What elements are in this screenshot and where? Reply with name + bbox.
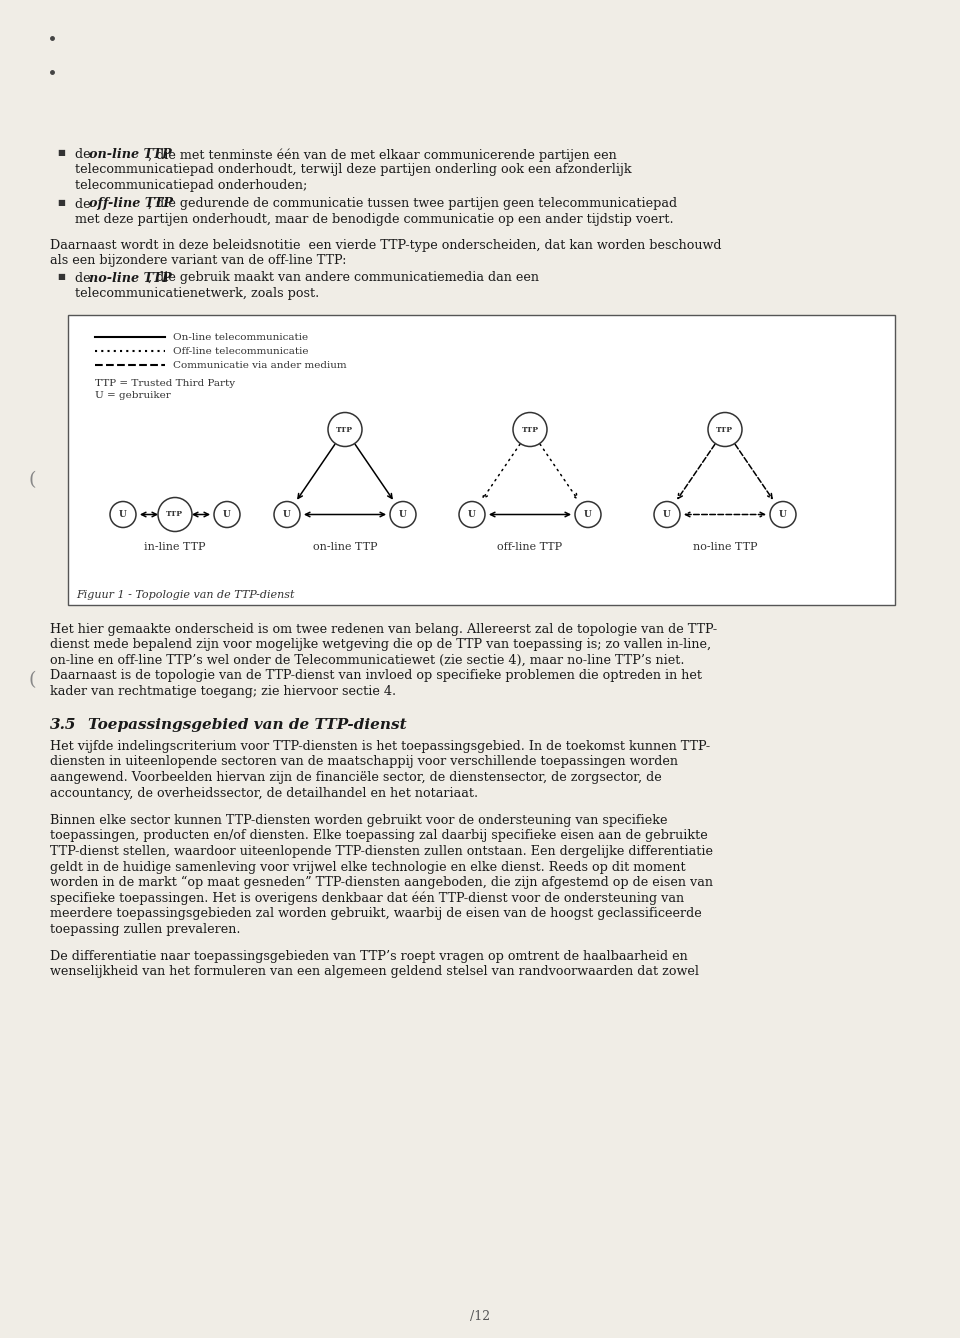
Text: off-line TTP: off-line TTP bbox=[89, 198, 173, 210]
Circle shape bbox=[708, 412, 742, 447]
Text: U: U bbox=[663, 510, 671, 519]
Text: Figuur 1 - Topologie van de TTP-dienst: Figuur 1 - Topologie van de TTP-dienst bbox=[76, 590, 295, 599]
Text: worden in de markt “op maat gesneden” TTP-diensten aangeboden, die zijn afgestem: worden in de markt “op maat gesneden” TT… bbox=[50, 876, 713, 890]
Text: U: U bbox=[223, 510, 230, 519]
Text: meerdere toepassingsgebieden zal worden gebruikt, waarbij de eisen van de hoogst: meerdere toepassingsgebieden zal worden … bbox=[50, 907, 702, 921]
Text: U: U bbox=[399, 510, 407, 519]
Text: U: U bbox=[468, 510, 476, 519]
Text: de: de bbox=[75, 198, 95, 210]
Text: TTP = Trusted Third Party: TTP = Trusted Third Party bbox=[95, 379, 235, 388]
Text: , die met tenminste één van de met elkaar communicerende partijen een: , die met tenminste één van de met elkaa… bbox=[148, 149, 616, 162]
Text: no-line TTP: no-line TTP bbox=[89, 272, 172, 285]
Text: Binnen elke sector kunnen TTP-diensten worden gebruikt voor de ondersteuning van: Binnen elke sector kunnen TTP-diensten w… bbox=[50, 814, 667, 827]
Text: on-line TTP: on-line TTP bbox=[313, 542, 377, 553]
Text: kader van rechtmatige toegang; zie hiervoor sectie 4.: kader van rechtmatige toegang; zie hierv… bbox=[50, 685, 396, 697]
Circle shape bbox=[214, 502, 240, 527]
Text: met deze partijen onderhoudt, maar de benodigde communicatie op een ander tijdst: met deze partijen onderhoudt, maar de be… bbox=[75, 213, 674, 226]
Text: aangewend. Voorbeelden hiervan zijn de financiële sector, de dienstensector, de : aangewend. Voorbeelden hiervan zijn de f… bbox=[50, 771, 661, 784]
Text: Toepassingsgebied van de TTP-dienst: Toepassingsgebied van de TTP-dienst bbox=[88, 719, 407, 732]
Text: 3.5: 3.5 bbox=[50, 719, 77, 732]
Text: telecommunicatienetwerk, zoals post.: telecommunicatienetwerk, zoals post. bbox=[75, 286, 320, 300]
Circle shape bbox=[459, 502, 485, 527]
Text: TTP-dienst stellen, waardoor uiteenlopende TTP-diensten zullen ontstaan. Een der: TTP-dienst stellen, waardoor uiteenlopen… bbox=[50, 846, 713, 858]
Text: als een bijzondere variant van de off-line TTP:: als een bijzondere variant van de off-li… bbox=[50, 254, 347, 268]
Circle shape bbox=[274, 502, 300, 527]
Circle shape bbox=[328, 412, 362, 447]
Text: , die gedurende de communicatie tussen twee partijen geen telecommunicatiepad: , die gedurende de communicatie tussen t… bbox=[148, 198, 677, 210]
Text: on-line en off-line TTP’s wel onder de Telecommunicatiewet (zie sectie 4), maar : on-line en off-line TTP’s wel onder de T… bbox=[50, 653, 684, 666]
Text: On-line telecommunicatie: On-line telecommunicatie bbox=[173, 333, 308, 341]
Text: /12: /12 bbox=[470, 1310, 490, 1323]
Text: Het hier gemaakte onderscheid is om twee redenen van belang. Allereerst zal de t: Het hier gemaakte onderscheid is om twee… bbox=[50, 622, 717, 636]
Text: U = gebruiker: U = gebruiker bbox=[95, 392, 171, 400]
Text: Off-line telecommunicatie: Off-line telecommunicatie bbox=[173, 347, 308, 356]
Text: off-line TTP: off-line TTP bbox=[497, 542, 563, 553]
Text: , die gebruik maakt van andere communicatiemedia dan een: , die gebruik maakt van andere communica… bbox=[148, 272, 539, 285]
Text: on-line TTP: on-line TTP bbox=[89, 149, 172, 161]
Text: telecommunicatiepad onderhouden;: telecommunicatiepad onderhouden; bbox=[75, 179, 307, 191]
Text: (: ( bbox=[28, 471, 36, 488]
Text: (: ( bbox=[28, 670, 36, 689]
Text: ■: ■ bbox=[57, 149, 65, 157]
Text: U: U bbox=[780, 510, 787, 519]
Text: TTP: TTP bbox=[716, 425, 733, 434]
Circle shape bbox=[158, 498, 192, 531]
Text: De differentiatie naar toepassingsgebieden van TTP’s roept vragen op omtrent de : De differentiatie naar toepassingsgebied… bbox=[50, 950, 687, 963]
Text: wenselijkheid van het formuleren van een algemeen geldend stelsel van randvoorwa: wenselijkheid van het formuleren van een… bbox=[50, 966, 699, 978]
Text: U: U bbox=[584, 510, 592, 519]
Text: toepassingen, producten en/of diensten. Elke toepassing zal daarbij specifieke e: toepassingen, producten en/of diensten. … bbox=[50, 830, 708, 843]
Text: U: U bbox=[283, 510, 291, 519]
Text: specifieke toepassingen. Het is overigens denkbaar dat één TTP-dienst voor de on: specifieke toepassingen. Het is overigen… bbox=[50, 891, 684, 904]
Text: U: U bbox=[119, 510, 127, 519]
Circle shape bbox=[110, 502, 136, 527]
Text: accountancy, de overheidssector, de detailhandel en het notariaat.: accountancy, de overheidssector, de deta… bbox=[50, 787, 478, 800]
Text: in-line TTP: in-line TTP bbox=[144, 542, 205, 553]
Text: ■: ■ bbox=[57, 198, 65, 206]
Circle shape bbox=[770, 502, 796, 527]
Circle shape bbox=[390, 502, 416, 527]
Text: telecommunicatiepad onderhoudt, terwijl deze partijen onderling ook een afzonder: telecommunicatiepad onderhoudt, terwijl … bbox=[75, 163, 632, 177]
Text: TTP: TTP bbox=[521, 425, 539, 434]
Text: geldt in de huidige samenleving voor vrijwel elke technologie en elke dienst. Re: geldt in de huidige samenleving voor vri… bbox=[50, 860, 685, 874]
Circle shape bbox=[654, 502, 680, 527]
Text: diensten in uiteenlopende sectoren van de maatschappij voor verschillende toepas: diensten in uiteenlopende sectoren van d… bbox=[50, 756, 678, 768]
Circle shape bbox=[513, 412, 547, 447]
Text: TTP: TTP bbox=[166, 511, 183, 519]
Text: de: de bbox=[75, 272, 95, 285]
Text: dienst mede bepalend zijn voor mogelijke wetgeving die op de TTP van toepassing : dienst mede bepalend zijn voor mogelijke… bbox=[50, 638, 711, 652]
Circle shape bbox=[575, 502, 601, 527]
Text: toepassing zullen prevaleren.: toepassing zullen prevaleren. bbox=[50, 922, 241, 935]
Text: no-line TTP: no-line TTP bbox=[693, 542, 757, 553]
Text: Het vijfde indelingscriterium voor TTP-diensten is het toepassingsgebied. In de : Het vijfde indelingscriterium voor TTP-d… bbox=[50, 740, 710, 753]
Text: Daarnaast is de topologie van de TTP-dienst van invloed op specifieke problemen : Daarnaast is de topologie van de TTP-die… bbox=[50, 669, 702, 682]
Text: Daarnaast wordt in deze beleidsnotitie  een vierde TTP-type onderscheiden, dat k: Daarnaast wordt in deze beleidsnotitie e… bbox=[50, 238, 722, 252]
Text: ■: ■ bbox=[57, 272, 65, 281]
Text: Communicatie via ander medium: Communicatie via ander medium bbox=[173, 360, 347, 369]
Text: TTP: TTP bbox=[336, 425, 353, 434]
Text: de: de bbox=[75, 149, 95, 161]
Bar bbox=[68, 314, 895, 605]
